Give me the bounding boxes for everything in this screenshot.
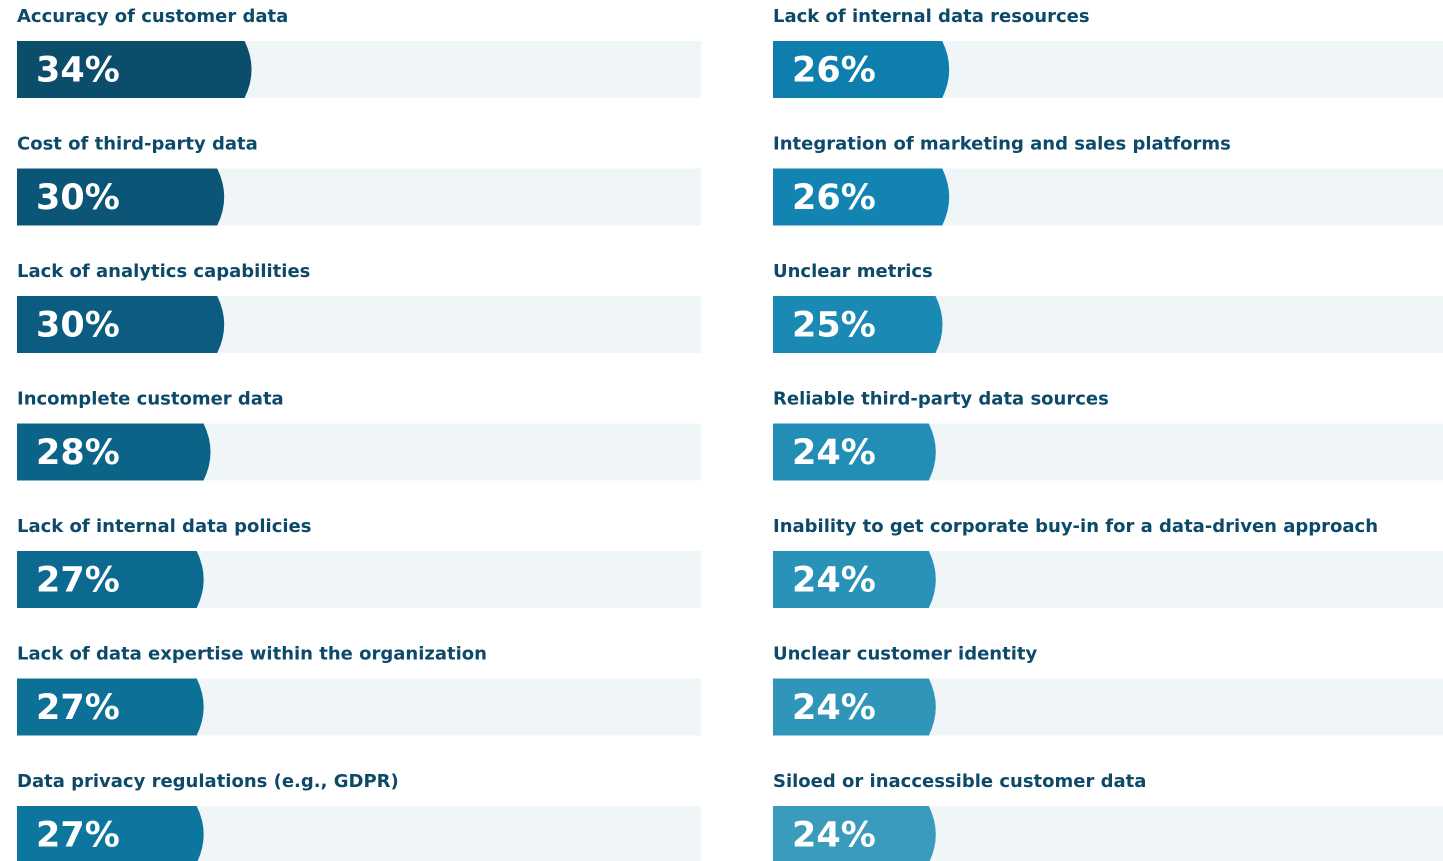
category-label: Siloed or inaccessible customer data [773,771,1146,792]
value-label: 27% [36,561,120,601]
value-label: 27% [36,816,120,856]
bar [773,41,950,98]
bar [17,168,225,226]
value-label: 26% [792,178,876,218]
category-label: Incomplete customer data [17,389,284,410]
bar [773,806,936,861]
bar [773,296,943,353]
category-label: Integration of marketing and sales platf… [773,134,1231,155]
value-label: 34% [36,51,120,91]
value-label: 24% [792,688,876,728]
bar [773,678,936,736]
category-label: Lack of internal data policies [17,516,311,537]
bar [17,296,225,353]
bar [17,41,252,98]
category-label: Lack of data expertise within the organi… [17,644,487,665]
category-label: Inability to get corporate buy-in for a … [773,516,1378,537]
value-label: 24% [792,433,876,473]
bar [17,551,204,608]
bar [773,423,936,481]
category-label: Cost of third-party data [17,134,258,155]
value-label: 30% [36,178,120,218]
value-label: 26% [792,51,876,91]
bar [17,678,204,736]
value-label: 27% [36,688,120,728]
category-label: Lack of analytics capabilities [17,261,310,282]
bar [773,551,936,608]
bar [17,423,211,481]
category-label: Lack of internal data resources [773,6,1090,27]
value-label: 28% [36,433,120,473]
category-label: Data privacy regulations (e.g., GDPR) [17,771,399,792]
category-label: Unclear customer identity [773,644,1038,665]
value-label: 30% [36,306,120,346]
bar [17,806,204,861]
category-label: Reliable third-party data sources [773,389,1109,410]
bar [773,168,950,226]
value-label: 24% [792,816,876,856]
value-label: 24% [792,561,876,601]
value-label: 25% [792,306,876,346]
category-label: Accuracy of customer data [17,6,288,27]
category-label: Unclear metrics [773,261,933,282]
